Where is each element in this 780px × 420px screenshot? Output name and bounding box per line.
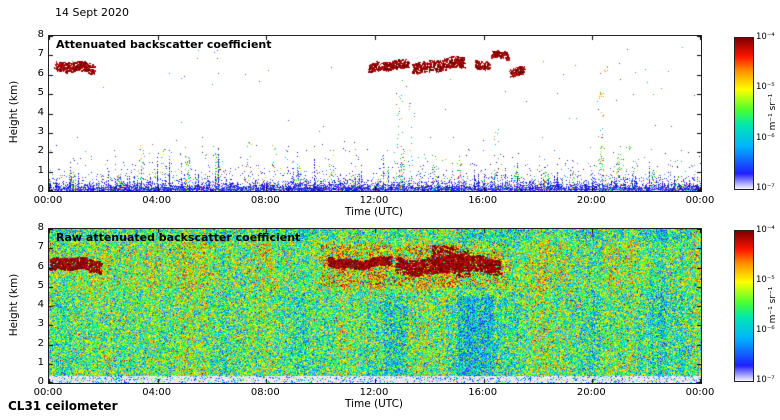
y-tick-label: 5	[37, 279, 44, 291]
x-tick-label: 08:00	[250, 195, 280, 206]
y-tick-label: 3	[37, 125, 44, 137]
x-tick-label: 20:00	[576, 195, 606, 206]
y-tick-label: 0	[37, 376, 44, 387]
colorbar-top	[734, 37, 754, 190]
colorbar-unit-bottom: m⁻¹ sr⁻¹	[768, 286, 778, 324]
colorbar-tick-label: 10⁻⁶	[756, 132, 775, 143]
x-tick-label: 04:00	[142, 195, 172, 206]
y-tick-label: 0	[37, 184, 44, 195]
y-tick-label: 6	[37, 67, 44, 79]
plot-title-top: Attenuated backscatter coefficient	[56, 38, 272, 51]
x-axis-label-bottom: Time (UTC)	[344, 398, 404, 410]
colorbar-unit-top: m⁻¹ sr⁻¹	[768, 93, 778, 131]
y-tick-label: 1	[37, 356, 44, 368]
y-tick-label: 5	[37, 87, 44, 99]
y-tick-label: 4	[37, 106, 44, 118]
colorbar-bottom	[734, 230, 754, 382]
colorbar-tick-label: 10⁻⁷	[756, 375, 775, 385]
x-tick-label: 00:00	[685, 195, 715, 206]
x-tick-label: 16:00	[468, 195, 498, 206]
instrument-label: CL31 ceilometer	[8, 399, 118, 413]
plot-title-bottom: Raw attenuated backscatter coefficient	[56, 231, 301, 244]
x-tick-label: 12:00	[359, 387, 389, 398]
y-tick-label: 8	[37, 222, 44, 233]
x-tick-label: 04:00	[142, 387, 172, 398]
plot-attenuated-backscatter: Attenuated backscatter coefficient	[48, 35, 702, 192]
x-tick-label: 00:00	[685, 387, 715, 398]
colorbar-tick-label: 10⁻⁷	[756, 183, 775, 193]
x-tick-label: 20:00	[576, 387, 606, 398]
colorbar-tick-label: 10⁻⁴	[756, 32, 775, 42]
colorbar-canvas-bottom	[735, 231, 753, 381]
colorbar-canvas-top	[735, 38, 753, 189]
y-tick-label: 4	[37, 299, 44, 310]
plot-raw-attenuated-backscatter: Raw attenuated backscatter coefficient	[48, 228, 702, 384]
y-axis-label-top: Height (km)	[8, 80, 20, 144]
x-tick-label: 16:00	[468, 387, 498, 398]
y-axis-label-bottom: Height (km)	[8, 273, 20, 337]
y-tick-label: 6	[37, 260, 44, 272]
heatmap-canvas-bottom	[49, 229, 701, 383]
colorbar-tick-label: 10⁻⁴	[756, 225, 775, 235]
y-tick-label: 3	[37, 318, 44, 330]
y-tick-label: 1	[37, 164, 44, 176]
y-tick-label: 2	[37, 145, 44, 157]
colorbar-tick-label: 10⁻⁵	[756, 274, 775, 285]
x-tick-label: 12:00	[359, 195, 389, 206]
colorbar-tick-label: 10⁻⁵	[756, 82, 775, 93]
x-axis-label-top: Time (UTC)	[344, 206, 404, 218]
heatmap-canvas-top	[49, 36, 701, 191]
date-label: 14 Sept 2020	[55, 6, 130, 19]
y-tick-label: 7	[37, 48, 44, 60]
y-tick-label: 7	[37, 241, 44, 253]
x-tick-label: 00:00	[33, 387, 63, 398]
x-tick-label: 00:00	[33, 195, 63, 206]
colorbar-tick-label: 10⁻⁶	[756, 325, 775, 336]
y-tick-label: 8	[37, 29, 44, 40]
y-tick-label: 2	[37, 337, 44, 349]
x-tick-label: 08:00	[250, 387, 280, 398]
